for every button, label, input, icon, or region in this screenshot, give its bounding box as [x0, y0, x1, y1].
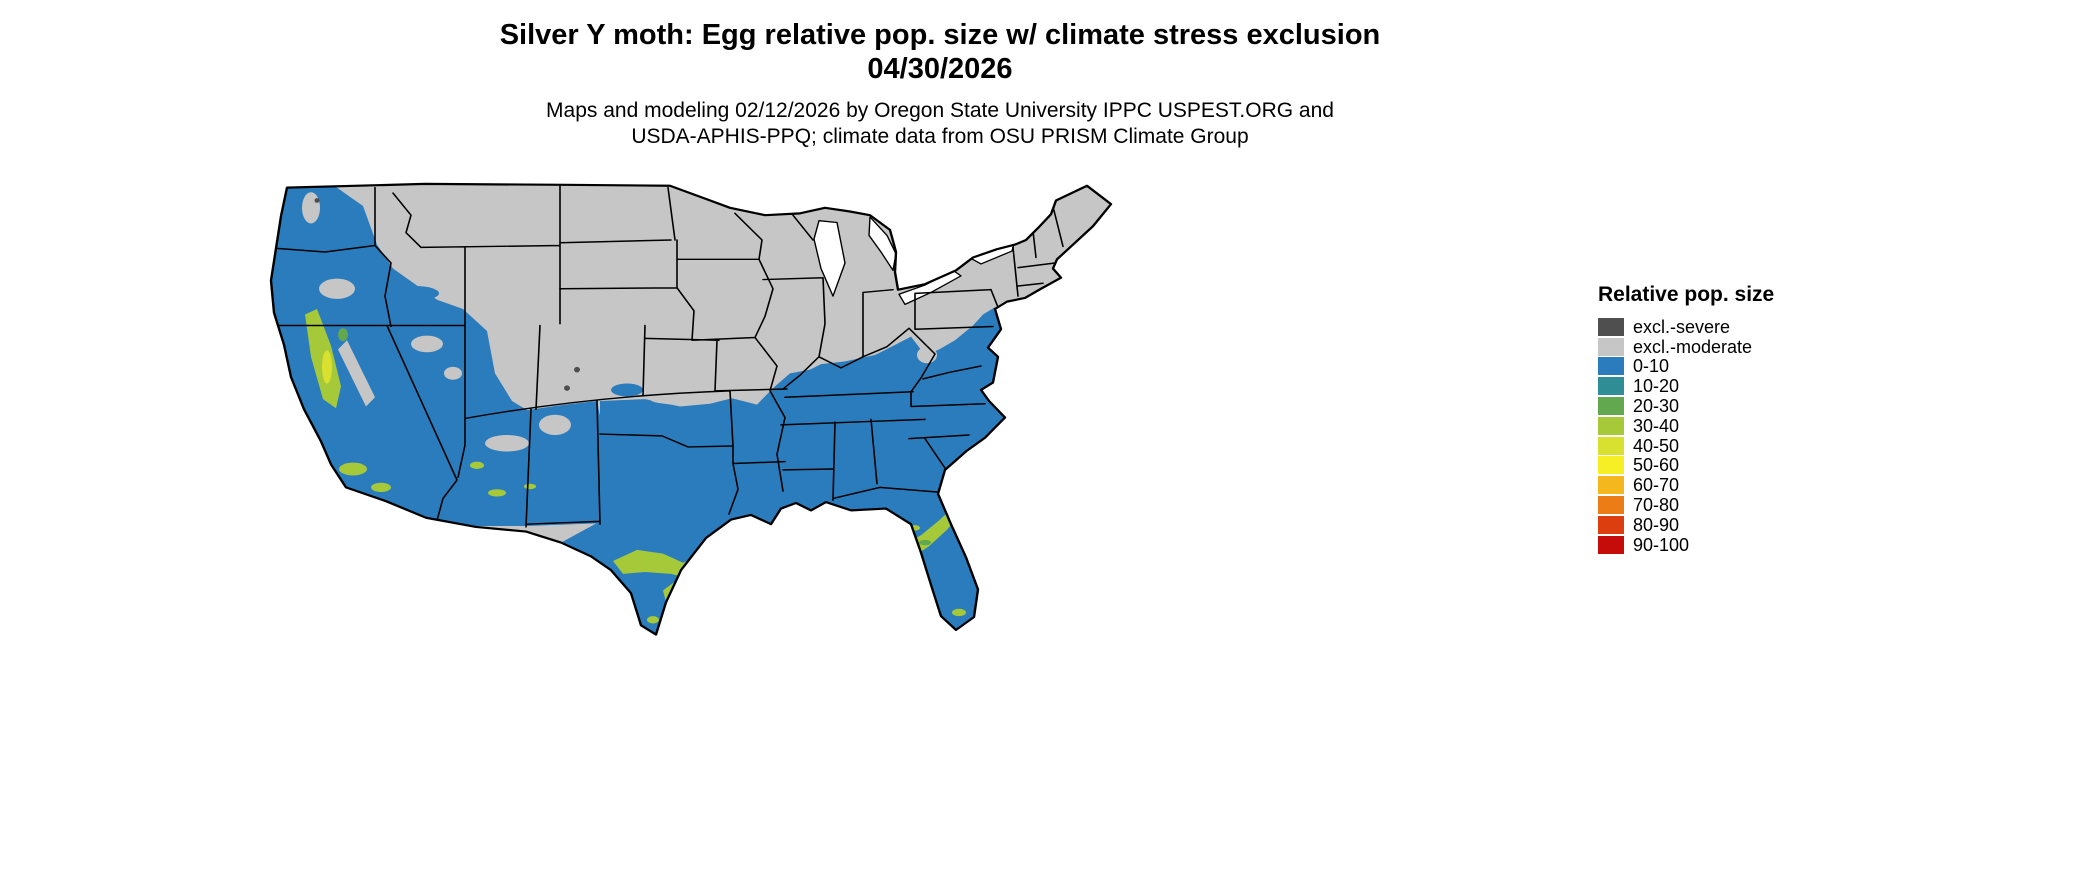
legend-swatch-icon [1598, 317, 1624, 336]
us-map-svg [269, 182, 1113, 636]
header: Silver Y moth: Egg relative pop. size w/… [0, 18, 1880, 150]
subtitle-line2: USDA-APHIS-PPQ; climate data from OSU PR… [631, 125, 1249, 148]
legend-item: 30-40 [1598, 416, 1898, 436]
legend-swatch-icon [1598, 535, 1624, 554]
legend-item-label: 50-60 [1633, 455, 1680, 476]
page-title-line2: 04/30/2026 [867, 53, 1013, 85]
state-borders [271, 185, 1064, 528]
legend-item: 40-50 [1598, 436, 1898, 456]
legend-item-label: excl.-severe [1633, 316, 1731, 337]
legend-title: Relative pop. size [1598, 283, 1775, 306]
legend-swatch-icon [1598, 476, 1624, 495]
map-region-excl-severe [314, 198, 580, 391]
legend-item: 70-80 [1598, 495, 1898, 515]
legend-item: 50-60 [1598, 456, 1898, 476]
legend-swatch-icon [1598, 436, 1624, 455]
legend-swatch-icon [1598, 357, 1624, 376]
subtitle: Maps and modeling 02/12/2026 by Oregon S… [0, 98, 1880, 150]
lake-michigan [813, 220, 846, 297]
legend-item-label: 40-50 [1633, 435, 1680, 456]
legend-swatch-icon [1598, 377, 1624, 396]
lake-huron [868, 216, 897, 272]
legend-item: excl.-moderate [1598, 337, 1898, 357]
legend-item-label: 30-40 [1633, 415, 1680, 436]
subtitle-line1: Maps and modeling 02/12/2026 by Oregon S… [546, 99, 1334, 122]
legend-item: excl.-severe [1598, 317, 1898, 337]
legend-item: 90-100 [1598, 535, 1898, 555]
us-map-panel [225, 160, 1165, 675]
legend-swatch-icon [1598, 496, 1624, 515]
legend-item-label: 10-20 [1633, 376, 1680, 397]
legend: Relative pop. size excl.-severe excl.-mo… [1598, 283, 1898, 555]
legend-item: 80-90 [1598, 515, 1898, 535]
legend-item: 20-30 [1598, 396, 1898, 416]
legend-item-label: 90-100 [1633, 534, 1690, 555]
legend-item-label: excl.-moderate [1633, 336, 1753, 357]
legend-item-label: 0-10 [1633, 356, 1670, 377]
legend-swatch-icon [1598, 416, 1624, 435]
legend-swatch-icon [1598, 515, 1624, 534]
legend-item-label: 70-80 [1633, 495, 1680, 516]
legend-item: 10-20 [1598, 376, 1898, 396]
legend-swatch-icon [1598, 337, 1624, 356]
page-title-line1: Silver Y moth: Egg relative pop. size w/… [499, 19, 1381, 51]
legend-item-label: 60-70 [1633, 475, 1680, 496]
legend-item: 0-10 [1598, 357, 1898, 377]
legend-item-label: 80-90 [1633, 514, 1680, 535]
legend-item: 60-70 [1598, 475, 1898, 495]
legend-swatch-icon [1598, 456, 1624, 475]
legend-swatch-icon [1598, 397, 1624, 416]
map-region-excl-moderate-patches [302, 192, 937, 452]
legend-item-label: 20-30 [1633, 396, 1680, 417]
